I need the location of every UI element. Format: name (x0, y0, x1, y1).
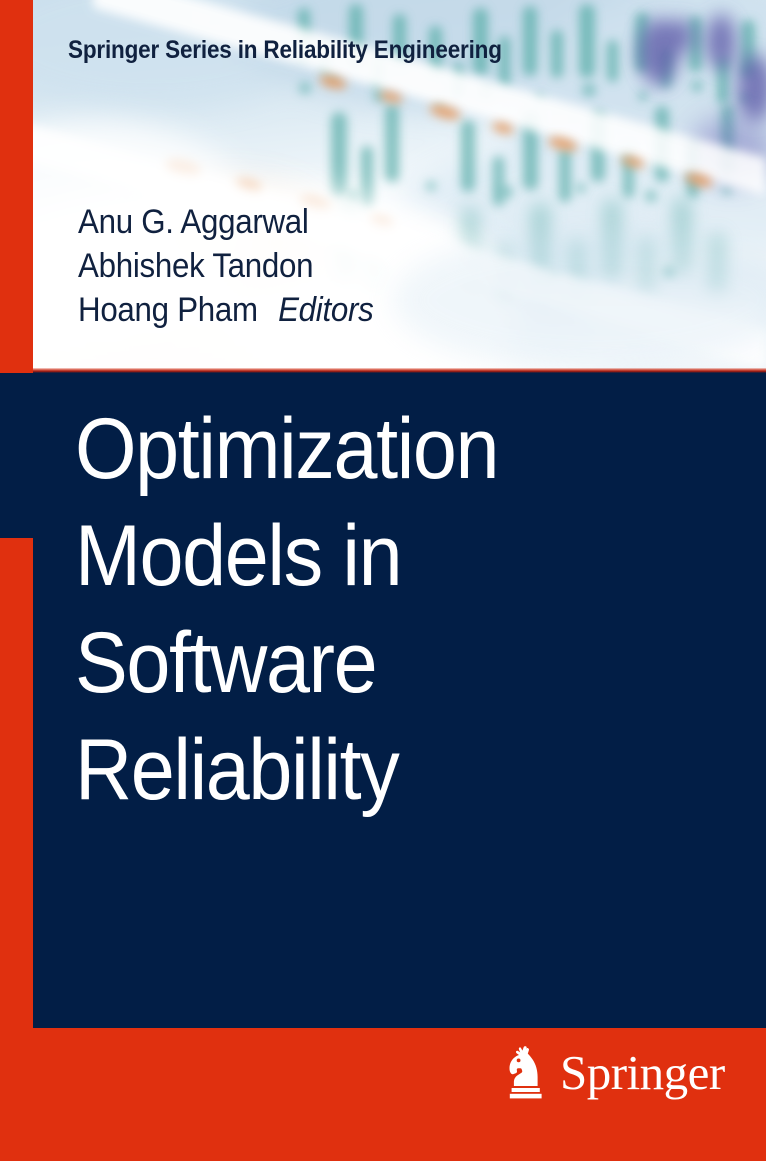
title-line-4: Reliability (75, 722, 400, 818)
editor-name-2: Abhishek Tandon (78, 247, 314, 285)
editor-name-3: Hoang Pham (78, 291, 258, 329)
publisher-wordmark: Springer (560, 1045, 725, 1100)
series-title: Springer Series in Reliability Engineeri… (68, 36, 502, 64)
editors-block: Anu G. Aggarwal Abhishek Tandon Hoang Ph… (78, 200, 399, 332)
editor-name-1: Anu G. Aggarwal (78, 203, 309, 241)
title-line-1: Optimization (75, 401, 500, 497)
title-panel (33, 373, 766, 1028)
editors-role-label: Editors (278, 291, 374, 329)
title-line-3: Software (75, 615, 378, 711)
artwork-illustration (33, 0, 766, 371)
spine-navy-accent (0, 373, 33, 538)
artwork-divider-rule (33, 368, 766, 373)
title-line-2: Models in (75, 508, 403, 604)
spine-strip (0, 0, 33, 1161)
publisher-band (0, 1028, 766, 1161)
cover-artwork (33, 0, 766, 371)
editor-name-3-row: Hoang Pham Editors (78, 288, 374, 332)
publisher-logo: Springer (504, 1045, 725, 1101)
page-title: Optimization Models in Software Reliabil… (75, 396, 675, 824)
springer-knight-icon (509, 1046, 542, 1099)
